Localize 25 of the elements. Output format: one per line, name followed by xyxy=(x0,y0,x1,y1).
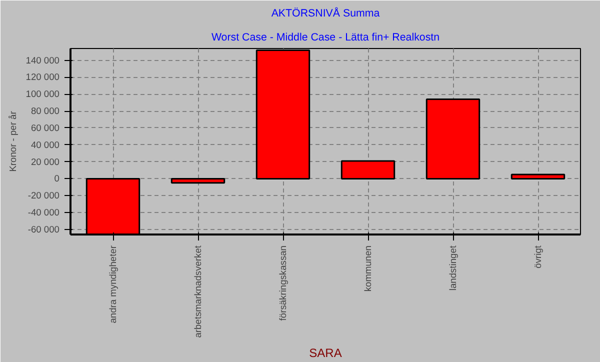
x-tick-label: landstinget xyxy=(448,245,458,291)
y-tick-label: 60 000 xyxy=(30,122,60,133)
y-tick-label: 40 000 xyxy=(30,140,60,150)
y-tick-label: 120 000 xyxy=(26,72,60,82)
y-tick-label: 140 000 xyxy=(26,55,60,66)
bar xyxy=(170,178,226,184)
y-tick-label: -60 000 xyxy=(28,224,60,234)
x-tick-label: kommunen xyxy=(363,245,373,292)
y-tick-label: 0 xyxy=(54,174,60,184)
chart-subtitle: Worst Case - Middle Case - Lätta fin+ Realkostn xyxy=(211,32,440,44)
y-tick-label: 20 000 xyxy=(30,156,60,167)
bar xyxy=(340,160,396,180)
x-tick-label: arbetsmarknadsverket xyxy=(193,245,203,338)
bar xyxy=(510,174,566,180)
chart-title: AKTÖRSNIVÅ Summa xyxy=(271,6,380,20)
x-axis-title: SARA xyxy=(309,346,342,360)
y-tick-label: -40 000 xyxy=(28,208,60,218)
x-tick-label: försäkringskassan xyxy=(278,245,288,321)
y-tick-label: 80 000 xyxy=(30,106,60,116)
y-tick-label: -20 000 xyxy=(28,190,60,201)
bar xyxy=(426,98,480,180)
x-tick-label: övrigt xyxy=(533,245,543,268)
y-axis-title: Kronor - per år xyxy=(8,111,18,172)
x-tick-label: andra myndigheter xyxy=(108,245,118,324)
y-tick-label: 100 000 xyxy=(26,89,60,100)
